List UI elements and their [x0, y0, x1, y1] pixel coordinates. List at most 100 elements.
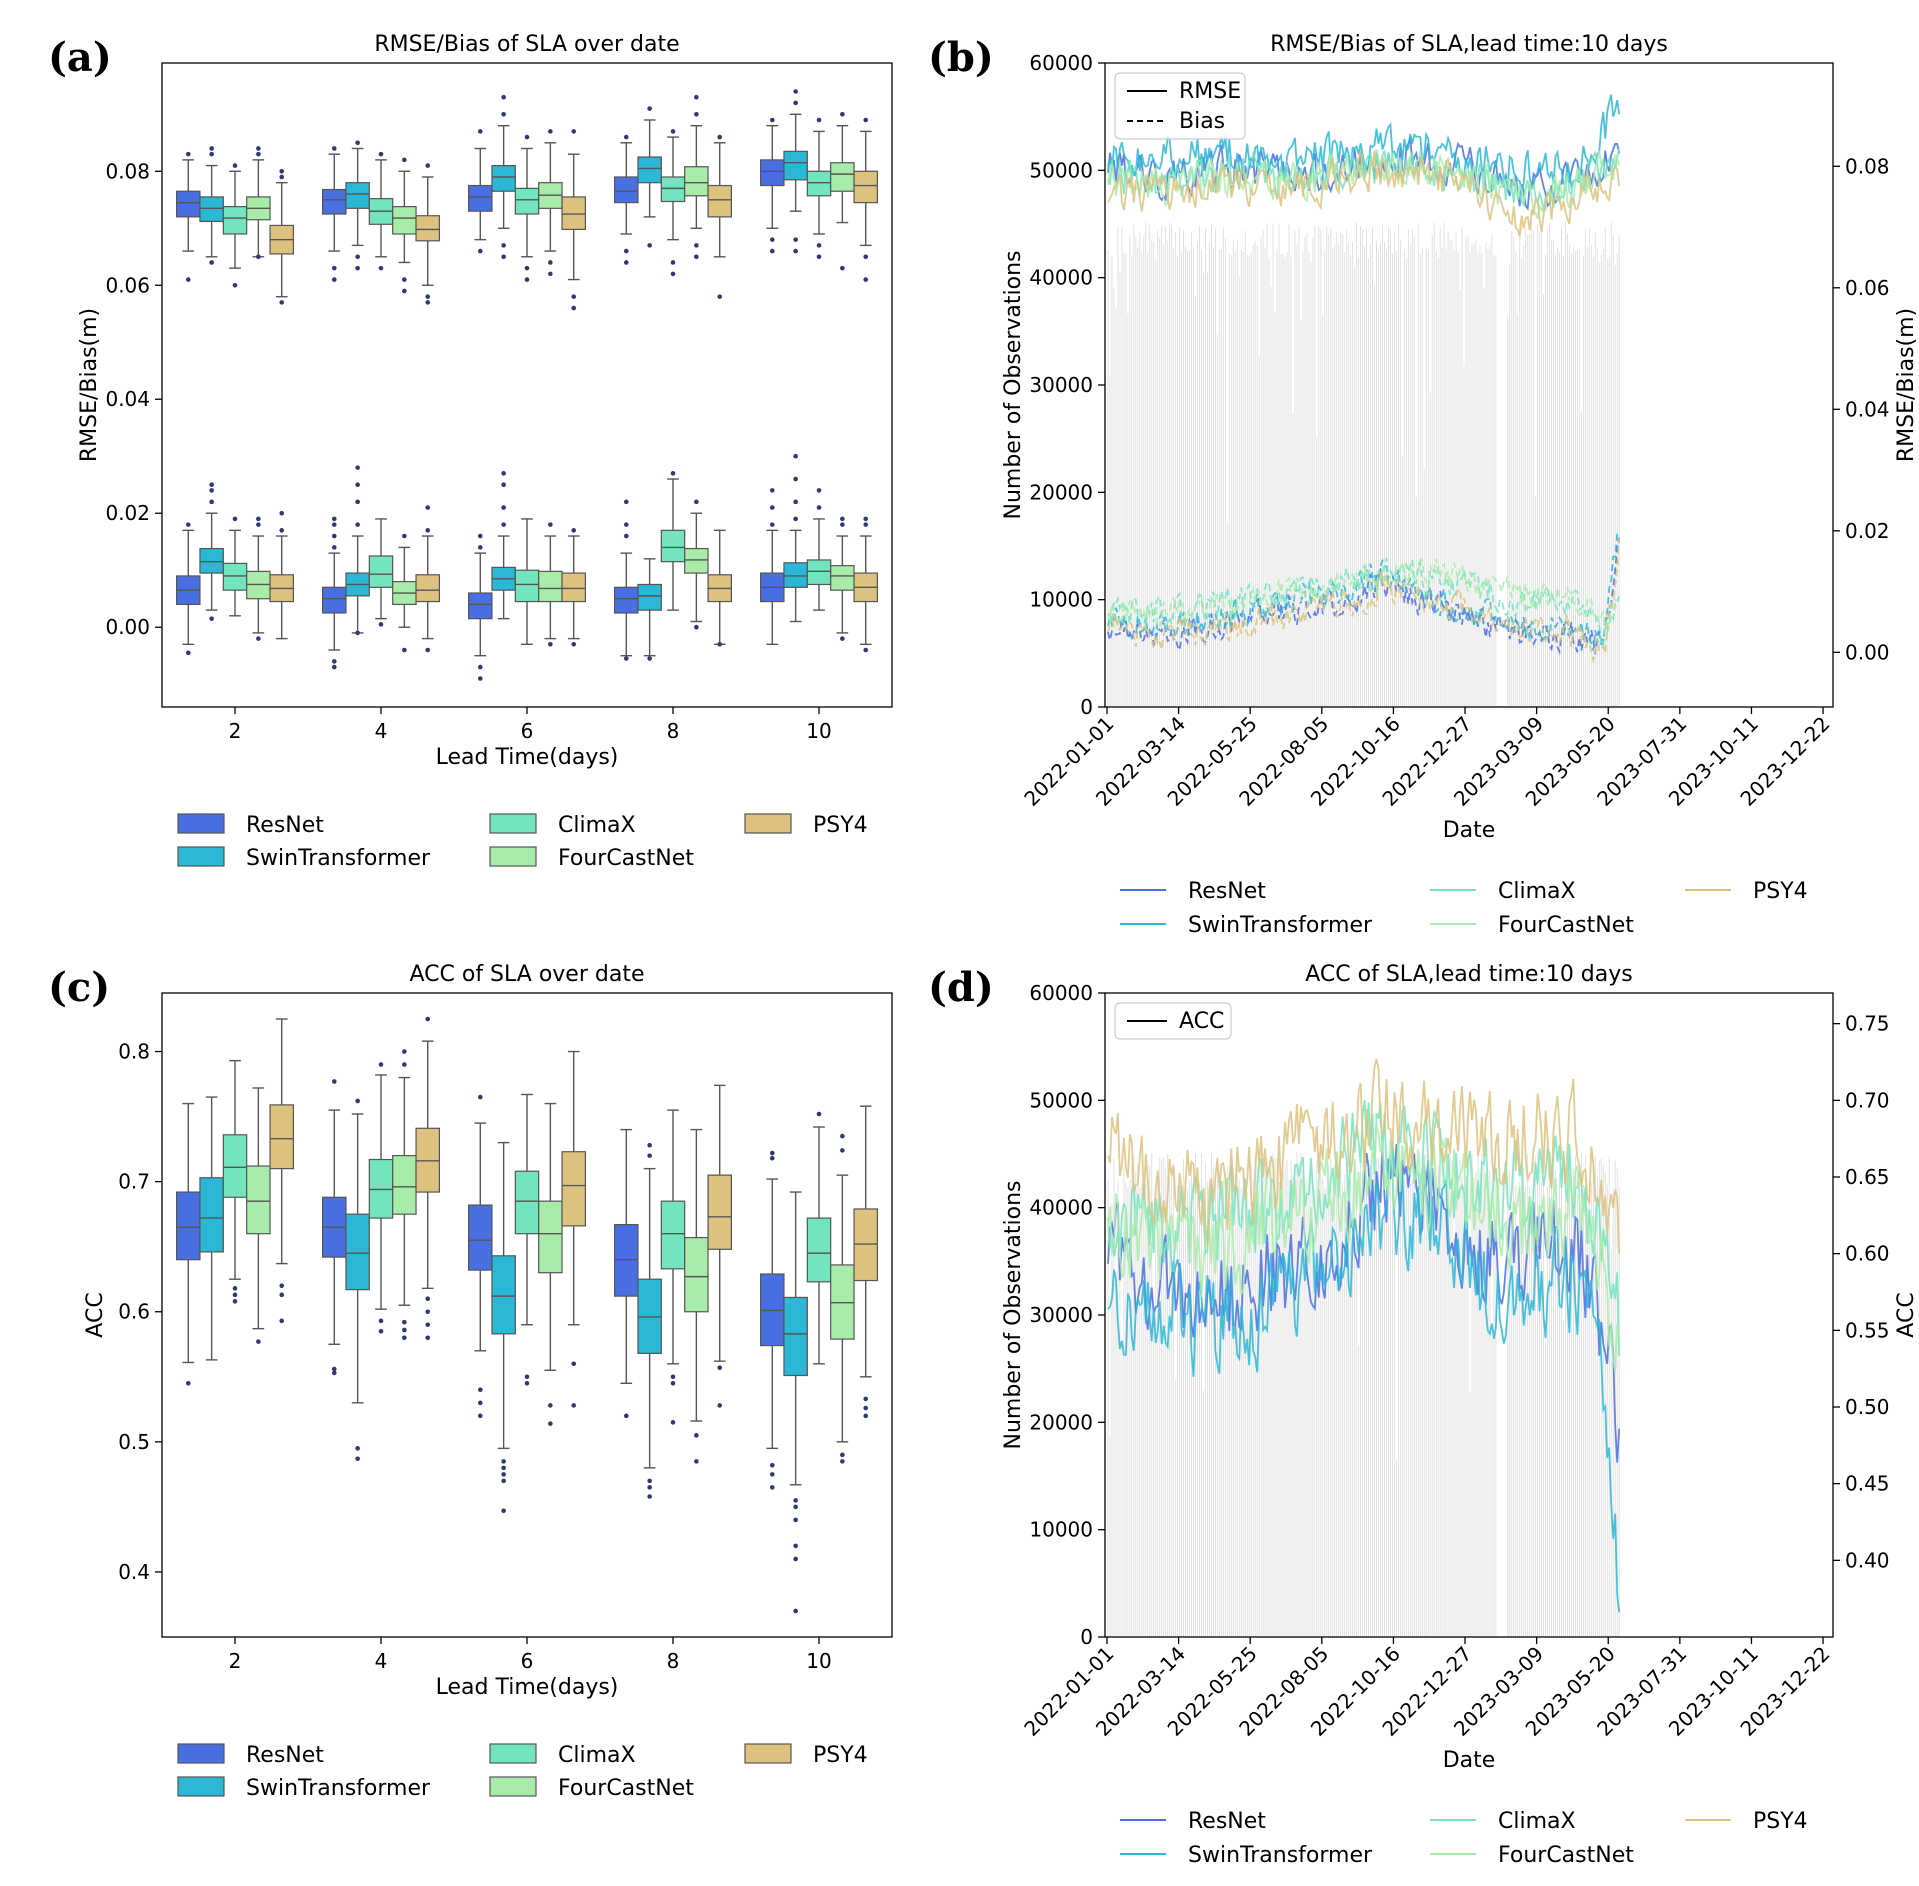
obs-bar	[1509, 263, 1511, 707]
box-iqr	[468, 184, 493, 212]
obs-bar	[1155, 1241, 1157, 1637]
flier-point	[402, 157, 407, 163]
obs-bar	[1580, 411, 1582, 707]
obs-bar	[1523, 1167, 1525, 1637]
obs-bar	[1286, 252, 1288, 707]
box-iqr	[684, 1236, 709, 1313]
flier-point	[402, 1327, 407, 1333]
flier-point	[331, 545, 337, 550]
obs-bar	[1218, 1171, 1220, 1637]
box-fourcastnet-2-acc	[246, 1087, 271, 1344]
box-iqr	[538, 570, 563, 603]
obs-bar	[1533, 1160, 1535, 1637]
obs-bar	[1350, 255, 1352, 708]
obs-bar	[1384, 1160, 1385, 1637]
box-iqr	[759, 159, 785, 187]
series-line-psy4-acc	[1107, 1058, 1621, 1254]
panel-label: (d)	[928, 964, 994, 1011]
obs-bar	[1256, 1166, 1258, 1637]
obs-bar	[1300, 1153, 1302, 1637]
obs-bar	[1407, 1164, 1409, 1637]
obs-bar	[1280, 1222, 1282, 1637]
obs-bar	[1483, 1165, 1485, 1637]
box-iqr	[853, 170, 878, 204]
box-swintransformer-6-bias	[491, 471, 516, 620]
obs-bar	[1447, 231, 1449, 707]
y-tick-label-left: 40000	[1029, 1196, 1093, 1220]
obs-bar	[1308, 252, 1310, 707]
flier-point	[425, 300, 431, 305]
obs-bar	[1473, 1177, 1475, 1637]
obs-bar	[1515, 251, 1517, 707]
obs-bar	[1372, 1180, 1373, 1637]
obs-bar	[1135, 236, 1137, 707]
legend-label: ResNet	[1188, 879, 1266, 904]
obs-bar	[1618, 234, 1620, 707]
box-resnet-6-acc	[468, 1094, 493, 1419]
obs-bar	[1224, 1172, 1226, 1637]
flier-point	[548, 522, 553, 527]
box-climax-8-rmse	[660, 129, 686, 277]
obs-bar	[1469, 252, 1471, 707]
obs-bar	[1296, 244, 1298, 707]
series-line-resnet-acc	[1107, 1142, 1621, 1463]
obs-bar	[1131, 1165, 1133, 1637]
flier-point	[816, 117, 822, 123]
obs-bar	[1240, 1187, 1242, 1637]
y-tick-label-left: 10000	[1029, 1518, 1093, 1542]
y-tick-label-right: 0.75	[1845, 1012, 1890, 1036]
obs-bar	[1445, 1183, 1447, 1637]
obs-bar	[1547, 1186, 1549, 1637]
flier-point	[279, 1318, 285, 1324]
y-tick-label-left: 0	[1080, 1625, 1093, 1649]
flier-point	[425, 528, 431, 533]
flier-point	[232, 163, 238, 168]
obs-bar	[1600, 255, 1602, 708]
obs-bar	[1262, 230, 1264, 707]
flier-point	[647, 1478, 652, 1484]
obs-bar	[1292, 1175, 1294, 1637]
box-iqr	[199, 1177, 224, 1253]
obs-bar	[1195, 295, 1196, 707]
obs-bar	[1137, 1164, 1139, 1637]
box-resnet-4-rmse	[322, 146, 347, 282]
legend-label-rmse: RMSE	[1179, 79, 1241, 104]
obs-bar	[1519, 223, 1521, 707]
obs-bar	[1169, 222, 1171, 707]
obs-bar	[1123, 1166, 1125, 1637]
box-fourcastnet-8-bias	[684, 499, 709, 630]
box-climax-4-acc	[368, 1062, 394, 1334]
obs-bar	[1590, 244, 1592, 707]
flier-point	[355, 522, 360, 527]
y-tick-label-left: 20000	[1029, 1410, 1093, 1434]
flier-point	[402, 533, 407, 539]
obs-bar	[1298, 1162, 1300, 1637]
flier-point	[279, 1283, 285, 1289]
flier-point	[331, 664, 337, 670]
obs-bar	[1557, 247, 1558, 707]
obs-bar	[1391, 1170, 1393, 1637]
obs-bar	[1314, 1188, 1316, 1637]
box-iqr	[468, 1204, 493, 1271]
flier-point	[331, 1366, 337, 1372]
obs-bar	[1417, 1172, 1419, 1637]
flier-point	[793, 1543, 798, 1549]
box-resnet-2-acc	[176, 1102, 201, 1386]
flier-point	[256, 636, 261, 641]
flier-point	[425, 1335, 431, 1341]
obs-bar	[1155, 258, 1157, 707]
x-tick-label: 8	[667, 1649, 680, 1673]
obs-bar	[1495, 255, 1497, 707]
flier-point	[331, 533, 337, 539]
box-iqr	[491, 1255, 516, 1335]
flier-point	[793, 89, 798, 94]
obs-bar	[1294, 1168, 1296, 1637]
obs-bar	[1519, 1181, 1521, 1637]
obs-bar	[1328, 234, 1330, 708]
obs-bar	[1304, 237, 1306, 707]
panel-b: RMSE/Bias of SLA,lead time:10 days (b) 0 10…	[928, 32, 1919, 938]
obs-bar	[1513, 1155, 1515, 1637]
obs-bar	[1561, 1185, 1562, 1637]
flier-point	[816, 254, 822, 260]
flier-point	[232, 1299, 238, 1304]
